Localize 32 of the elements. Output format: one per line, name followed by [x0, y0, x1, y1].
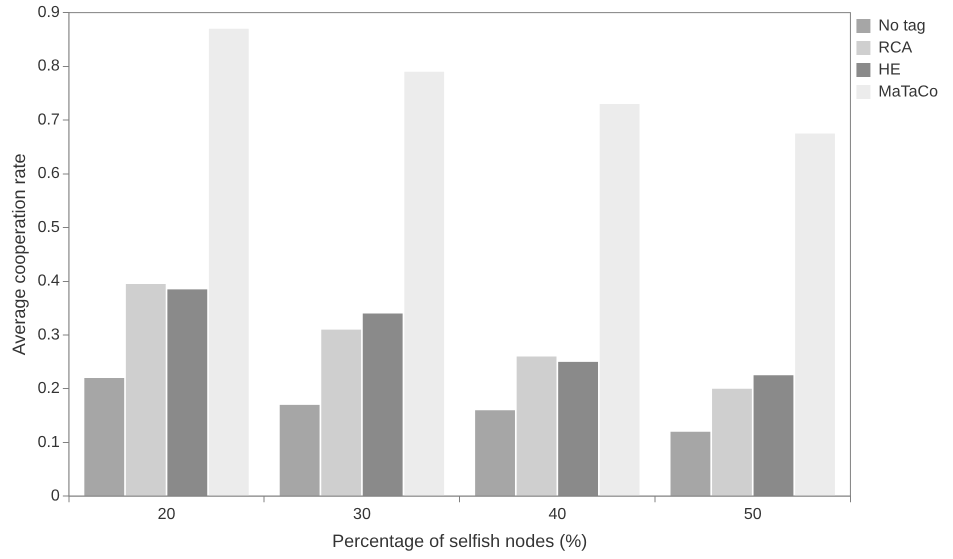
bar: [516, 356, 556, 496]
y-axis-title: Average cooperation rate: [8, 153, 29, 356]
x-tick-label: 20: [158, 506, 176, 524]
y-tick-label: 0.9: [38, 4, 60, 22]
y-tick-label: 0.6: [38, 165, 60, 182]
bar: [475, 410, 515, 496]
bar: [321, 330, 362, 496]
bar: [280, 404, 320, 496]
x-tick-label: 50: [744, 506, 762, 524]
bar: [84, 378, 124, 496]
bar: [795, 134, 835, 496]
legend-label: No tag: [878, 17, 926, 34]
bar: [600, 104, 640, 496]
y-tick-label: 0.2: [38, 380, 60, 398]
y-tick-label: 0.7: [38, 111, 60, 128]
bar: [208, 28, 249, 496]
bar: [404, 72, 444, 496]
legend-label: HE: [878, 61, 901, 78]
x-axis-title: Percentage of selfish nodes (%): [332, 531, 588, 552]
y-tick-label: 0.4: [38, 272, 60, 290]
bar: [712, 388, 752, 496]
y-tick-label: 0.8: [38, 58, 60, 75]
y-tick-label: 0.3: [38, 326, 60, 344]
bar: [126, 284, 166, 496]
x-tick-label: 30: [353, 506, 371, 524]
y-tick-label: 0.1: [38, 434, 60, 451]
legend-label: RCA: [878, 39, 913, 56]
y-tick-label: 0: [50, 488, 60, 505]
x-tick-label: 40: [548, 506, 566, 524]
bar: [670, 432, 710, 496]
y-tick-label: 0.5: [38, 218, 60, 236]
legend-label: MaTaCo: [878, 83, 938, 100]
